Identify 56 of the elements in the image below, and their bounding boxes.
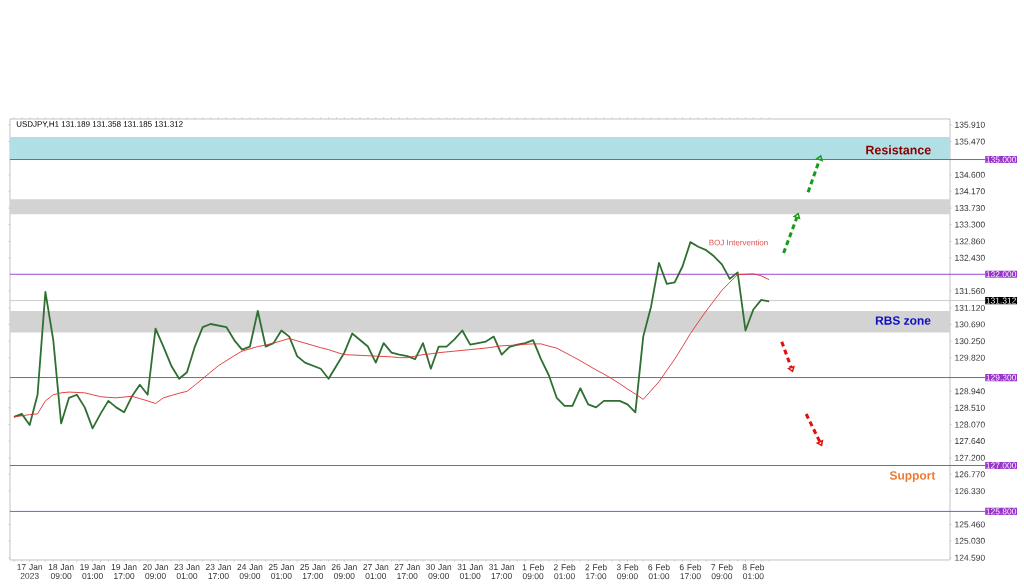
y-tick-label: 125.030 (955, 537, 985, 544)
ref-line-label: 129.300 (986, 374, 1017, 381)
y-tick-label: 129.820 (955, 354, 985, 361)
x-tick-label: 23 Jan 17:00 (205, 564, 231, 579)
x-tick-label: 20 Jan 09:00 (143, 564, 168, 579)
ref-line-label: 125.800 (986, 508, 1017, 515)
y-tick-label: 125.460 (955, 521, 985, 528)
x-tick-label: 6 Feb 17:00 (679, 564, 702, 580)
text: Support (889, 471, 936, 483)
ref-line-label: 127.000 (986, 462, 1017, 469)
x-tick-label: 8 Feb 01:00 (742, 564, 765, 580)
x-tick-label: 3 Feb 09:00 (616, 564, 639, 580)
y-tick-label: 133.300 (955, 221, 985, 228)
ref-line-label: 131.312 (986, 297, 1016, 304)
text: Resistance (866, 145, 931, 155)
y-tick-label: 126.330 (955, 488, 985, 495)
x-tick-label: 6 Feb 01:00 (648, 564, 670, 580)
x-tick-label: 25 Jan 17:00 (300, 564, 326, 579)
x-tick-label: 17 Jan 2023 (17, 564, 43, 579)
x-tick-label: 23 Jan 01:00 (174, 564, 200, 579)
y-tick-label: 134.170 (955, 188, 985, 195)
y-tick-label: 131.120 (955, 304, 985, 311)
y-tick-label: 132.860 (955, 238, 985, 245)
x-tick-label: 7 Feb 09:00 (711, 564, 733, 580)
x-tick-label: 18 Jan 09:00 (48, 564, 74, 579)
x-tick-label: 27 Jan 01:00 (363, 564, 389, 579)
x-tick-label: 19 Jan 01:00 (80, 564, 105, 579)
y-tick-label: 130.690 (955, 321, 985, 328)
x-tick-label: 2 Feb 01:00 (553, 564, 576, 580)
y-tick-label: 127.640 (955, 438, 985, 445)
x-tick-label: 31 Jan 17:00 (489, 564, 515, 579)
y-tick-label: 135.910 (955, 121, 985, 128)
y-tick-label: 132.430 (955, 254, 985, 261)
x-tick-label: 19 Jan 17:00 (111, 564, 137, 579)
y-tick-label: 131.560 (955, 288, 985, 295)
ref-line-label: 132.000 (986, 271, 1017, 278)
x-tick-label: 25 Jan 01:00 (268, 564, 294, 579)
x-tick-label: 30 Jan 09:00 (426, 564, 452, 579)
x-tick-label: 1 Feb 09:00 (522, 564, 544, 580)
y-tick-label: 133.730 (955, 205, 985, 212)
y-tick-label: 127.200 (955, 454, 985, 461)
ref-line-label: 135.000 (986, 156, 1017, 163)
y-tick-label: 128.070 (955, 421, 985, 428)
y-tick-label: 134.600 (955, 171, 985, 178)
y-tick-label: 130.250 (955, 338, 985, 345)
y-tick-label: 128.510 (955, 404, 985, 411)
x-tick-label: 24 Jan 09:00 (237, 564, 263, 579)
x-tick-label: 2 Feb 17:00 (585, 564, 607, 580)
text: RBS zone (875, 316, 931, 325)
y-tick-label: 128.940 (955, 388, 985, 395)
x-tick-label: 26 Jan 09:00 (331, 564, 357, 579)
x-tick-label: 27 Jan 17:00 (394, 564, 420, 579)
y-tick-label: 126.770 (955, 471, 985, 478)
y-tick-label: 124.590 (955, 554, 985, 561)
y-tick-label: 135.470 (955, 138, 985, 145)
x-tick-label: 31 Jan 01:00 (457, 564, 483, 579)
